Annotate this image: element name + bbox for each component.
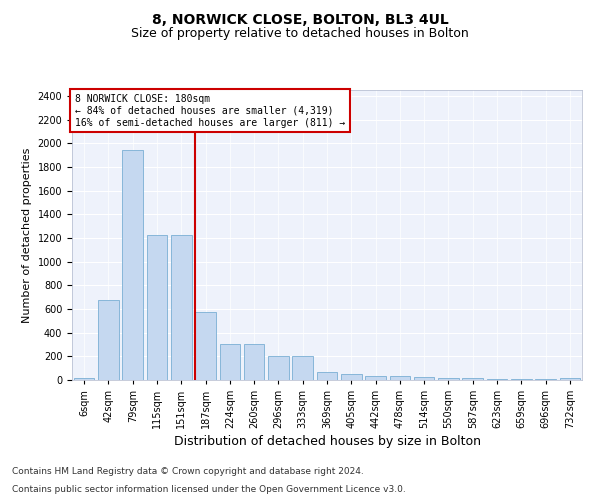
Bar xyxy=(98,300,119,380)
Y-axis label: Number of detached properties: Number of detached properties xyxy=(22,148,32,322)
Text: 8, NORWICK CLOSE, BOLTON, BL3 4UL: 8, NORWICK CLOSE, BOLTON, BL3 4UL xyxy=(152,12,448,26)
Bar xyxy=(171,235,191,380)
Bar xyxy=(74,378,94,380)
Bar xyxy=(414,376,434,380)
Bar xyxy=(146,235,167,380)
Bar xyxy=(365,376,386,380)
Bar xyxy=(487,379,508,380)
Bar xyxy=(341,374,362,380)
Bar xyxy=(317,372,337,380)
Bar xyxy=(535,379,556,380)
Bar xyxy=(560,378,580,380)
Bar xyxy=(195,312,216,380)
X-axis label: Distribution of detached houses by size in Bolton: Distribution of detached houses by size … xyxy=(173,436,481,448)
Bar xyxy=(220,344,240,380)
Text: 8 NORWICK CLOSE: 180sqm
← 84% of detached houses are smaller (4,319)
16% of semi: 8 NORWICK CLOSE: 180sqm ← 84% of detache… xyxy=(74,94,345,128)
Bar xyxy=(244,344,265,380)
Text: Size of property relative to detached houses in Bolton: Size of property relative to detached ho… xyxy=(131,28,469,40)
Bar xyxy=(122,150,143,380)
Text: Contains public sector information licensed under the Open Government Licence v3: Contains public sector information licen… xyxy=(12,485,406,494)
Bar xyxy=(438,378,459,380)
Bar xyxy=(511,379,532,380)
Bar xyxy=(292,356,313,380)
Bar xyxy=(268,356,289,380)
Bar xyxy=(463,378,483,380)
Text: Contains HM Land Registry data © Crown copyright and database right 2024.: Contains HM Land Registry data © Crown c… xyxy=(12,467,364,476)
Bar xyxy=(389,376,410,380)
